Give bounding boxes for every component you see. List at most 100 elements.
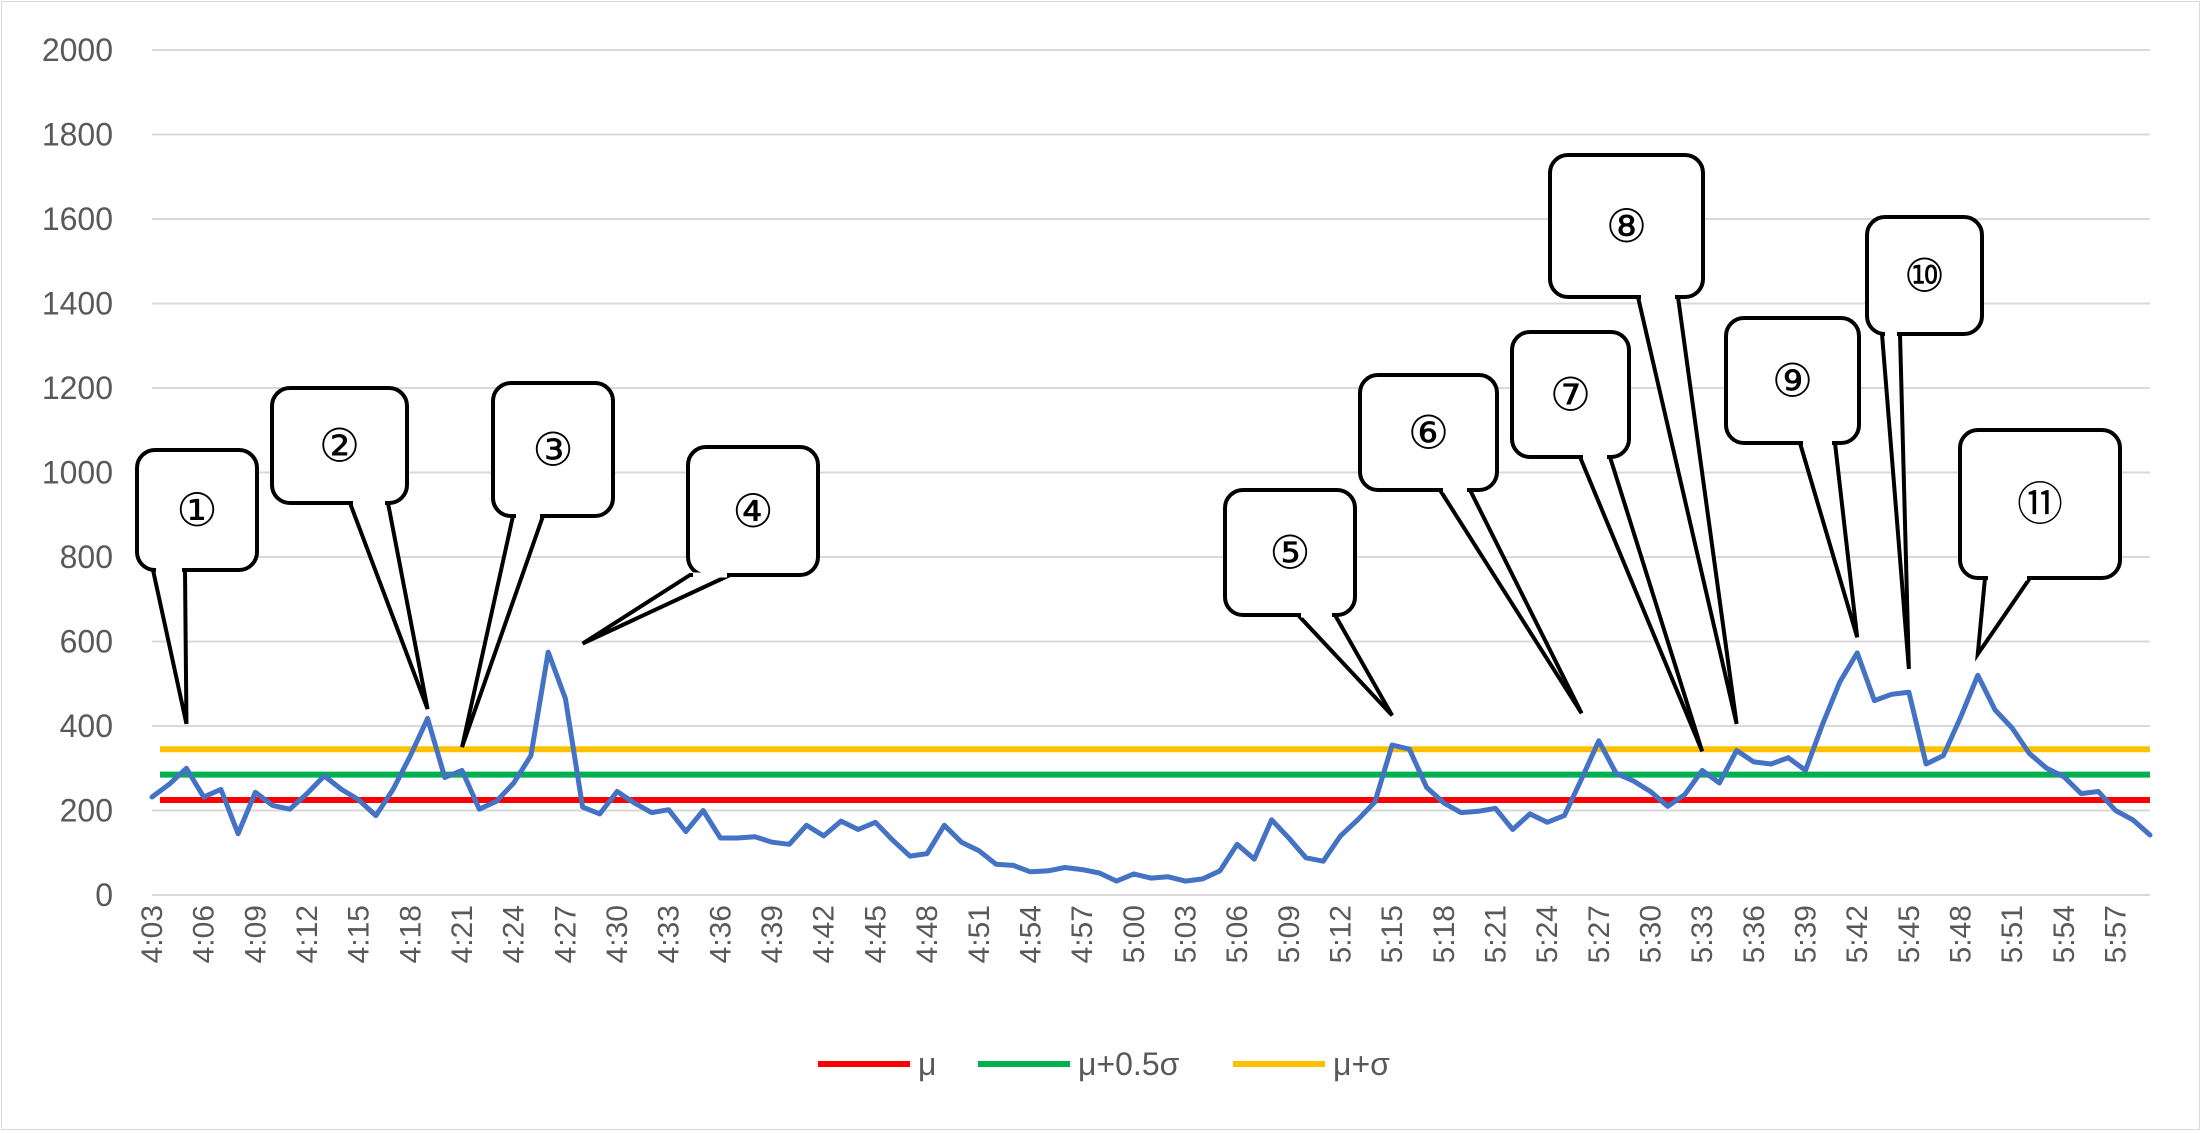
callout: ② — [270, 386, 430, 710]
callout-label: ⑩ — [1904, 249, 1945, 303]
callout-box — [1510, 330, 1631, 459]
callout-label: ⑤ — [1269, 526, 1310, 580]
x-tick-label: 5:33 — [1686, 905, 1719, 963]
callout: ⑪ — [1958, 428, 2122, 662]
y-axis-ticks: 0 200 400 600 800 1000 1200 1400 1600 1800 2000 — [42, 32, 113, 913]
callout-box — [270, 386, 409, 505]
x-tick-label: 4:03 — [136, 905, 169, 963]
callout: ⑧ — [1548, 153, 1739, 725]
callout-pointer — [460, 514, 546, 748]
callout-label: ③ — [532, 423, 573, 477]
x-tick-label: 4:15 — [343, 905, 376, 963]
y-tick-label: 200 — [60, 793, 113, 829]
x-tick-label: 4:45 — [859, 905, 892, 963]
x-tick-label: 4:09 — [239, 905, 272, 963]
x-tick-label: 4:57 — [1066, 905, 1099, 963]
x-tick-label: 5:06 — [1221, 905, 1254, 963]
callout-box — [135, 448, 259, 572]
callout: ③ — [460, 381, 615, 748]
legend-label: μ+σ — [1333, 1046, 1390, 1082]
x-tick-label: 5:27 — [1583, 905, 1616, 963]
callout: ⑩ — [1865, 215, 1984, 670]
x-tick-label: 5:48 — [1945, 905, 1978, 963]
x-tick-label: 4:39 — [756, 905, 789, 963]
callout: ⑥ — [1358, 373, 1584, 715]
callout-box — [1724, 316, 1861, 445]
legend-item: μ+0.5σ — [978, 1046, 1180, 1082]
x-tick-label: 4:12 — [291, 905, 324, 963]
x-tick-label: 5:54 — [2048, 905, 2081, 963]
x-tick-label: 5:09 — [1273, 905, 1306, 963]
legend-label: μ+0.5σ — [1078, 1046, 1180, 1082]
callout-box — [1865, 215, 1984, 336]
callout: ① — [135, 448, 259, 725]
x-tick-label: 5:39 — [1790, 905, 1823, 963]
x-axis-ticks: 4:03 4:06 4:09 4:12 4:15 4:18 4:21 4:24 4:27 4:30… — [136, 905, 2133, 963]
x-tick-label: 5:42 — [1841, 905, 1874, 963]
callouts: ① ② ③ ④ ⑤ ⑥ ⑦ ⑧ ⑨ ⑩ ⑪ — [135, 153, 2122, 753]
x-tick-label: 5:30 — [1635, 905, 1668, 963]
gridlines — [152, 49, 2150, 896]
callout: ④ — [581, 445, 820, 646]
y-tick-label: 1000 — [42, 455, 113, 491]
callout-pointer — [1436, 488, 1584, 715]
callout-pointer — [1293, 613, 1394, 717]
callout-label: ④ — [732, 484, 773, 538]
x-tick-label: 4:42 — [808, 905, 841, 963]
x-tick-label: 5:15 — [1376, 905, 1409, 963]
y-tick-label: 1400 — [42, 286, 113, 322]
y-tick-label: 1800 — [42, 117, 113, 153]
x-tick-label: 5:57 — [2100, 905, 2133, 963]
x-tick-label: 4:51 — [963, 905, 996, 963]
y-tick-label: 1600 — [42, 201, 113, 237]
callout-box — [1958, 428, 2122, 580]
callout-box — [1223, 488, 1357, 617]
callout-box — [1358, 373, 1499, 492]
x-tick-label: 4:30 — [601, 905, 634, 963]
callout-pointer — [581, 573, 731, 646]
x-tick-label: 5:45 — [1893, 905, 1926, 963]
y-tick-label: 0 — [95, 877, 113, 913]
callout-pointer — [347, 501, 430, 710]
x-tick-label: 4:36 — [704, 905, 737, 963]
x-tick-label: 4:48 — [911, 905, 944, 963]
callout-pointer — [1635, 295, 1739, 725]
callout-label: ⑨ — [1772, 354, 1813, 408]
callout-label: ① — [176, 483, 217, 537]
callout: ⑦ — [1510, 330, 1705, 753]
x-tick-label: 5:21 — [1479, 905, 1512, 963]
legend-item: μ+σ — [1233, 1046, 1390, 1082]
x-tick-label: 4:18 — [394, 905, 427, 963]
x-tick-label: 4:27 — [549, 905, 582, 963]
x-tick-label: 4:54 — [1014, 905, 1047, 963]
callout-pointer — [1879, 332, 1911, 670]
callout-box — [686, 445, 820, 577]
x-tick-label: 4:24 — [498, 905, 531, 963]
legend-label: μ — [918, 1046, 936, 1082]
callout-label: ② — [319, 419, 360, 473]
x-tick-label: 5:24 — [1531, 905, 1564, 963]
callout-pointer — [1975, 576, 2034, 662]
x-tick-label: 4:21 — [446, 905, 479, 963]
x-tick-label: 5:12 — [1324, 905, 1357, 963]
callout-label: ⑦ — [1550, 368, 1591, 422]
callout: ⑨ — [1724, 316, 1861, 638]
x-tick-label: 5:00 — [1118, 905, 1151, 963]
callout-box — [1548, 153, 1705, 299]
callout-label: ⑪ — [2017, 477, 2063, 531]
x-tick-label: 5:36 — [1738, 905, 1771, 963]
callout-pointer — [150, 568, 189, 725]
x-tick-label: 4:33 — [653, 905, 686, 963]
x-tick-label: 5:03 — [1169, 905, 1202, 963]
legend-item: μ — [818, 1046, 936, 1082]
callout: ⑤ — [1223, 488, 1394, 717]
x-tick-label: 5:18 — [1428, 905, 1461, 963]
y-tick-label: 1200 — [42, 370, 113, 406]
legend: μ μ+0.5σ μ+σ — [818, 1046, 1390, 1082]
y-tick-label: 2000 — [42, 32, 113, 68]
callout-box — [491, 381, 615, 518]
callout-label: ⑧ — [1606, 199, 1647, 253]
x-tick-label: 4:06 — [188, 905, 221, 963]
